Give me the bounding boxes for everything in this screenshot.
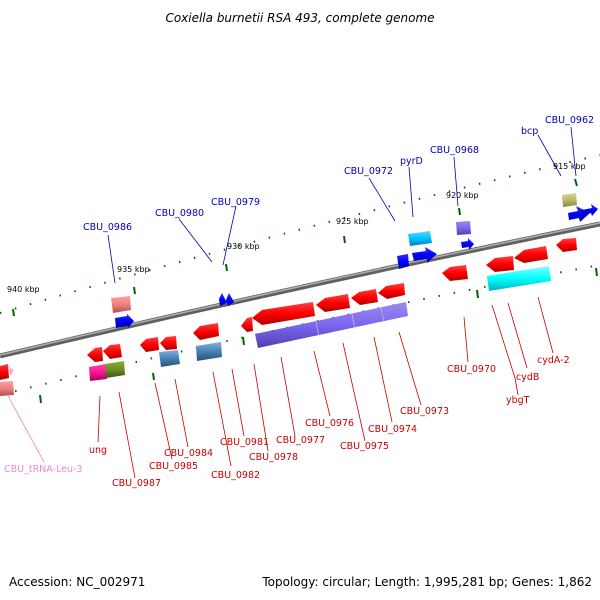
gene-feature[interactable] <box>89 364 107 381</box>
gene-label-cbu-0978[interactable]: CBU_0978 <box>249 452 298 463</box>
gene-feature[interactable] <box>140 337 159 352</box>
gene-label-cbu-0977[interactable]: CBU_0977 <box>276 435 325 446</box>
gene-feature[interactable] <box>486 256 514 272</box>
gene-feature[interactable] <box>442 265 468 281</box>
gene-feature[interactable] <box>412 247 437 263</box>
gene-feature[interactable] <box>408 231 432 246</box>
gene-feature[interactable] <box>316 294 350 312</box>
gene-feature[interactable] <box>378 283 405 299</box>
gene-feature[interactable] <box>196 342 222 361</box>
kbp-label-940: 940 kbp <box>7 285 40 294</box>
forward-leaders <box>107 126 577 284</box>
gene-label-cbu-0987[interactable]: CBU_0987 <box>112 478 161 489</box>
gene-feature[interactable] <box>556 238 577 252</box>
gene-label-cbu-0974[interactable]: CBU_0974 <box>368 424 417 435</box>
gene-label-ybgt[interactable]: ybgT <box>506 395 530 406</box>
gene-feature[interactable] <box>115 314 134 328</box>
forward-labels: CBU_0962 bcp CBU_0968 pyrD CBU_0972 CBU_… <box>83 115 594 233</box>
gene-feature[interactable] <box>456 221 471 235</box>
gene-feature[interactable] <box>514 246 548 263</box>
gene-feature[interactable] <box>241 317 253 332</box>
gene-feature[interactable] <box>103 344 122 359</box>
gene-feature[interactable] <box>0 364 9 380</box>
genome-backbone <box>0 221 600 359</box>
gene-feature[interactable] <box>160 336 177 350</box>
gene-feature[interactable] <box>193 323 219 340</box>
trna-leader <box>7 395 45 463</box>
gene-label-ung[interactable]: ung <box>89 445 107 456</box>
gene-feature[interactable] <box>582 204 598 216</box>
gene-label-cyda-2[interactable]: cydA-2 <box>537 355 570 366</box>
outer-major-ticks <box>12 178 578 317</box>
gene-label-cbu-0972[interactable]: CBU_0972 <box>344 166 393 177</box>
map-title: Coxiella burnetii RSA 493, complete geno… <box>165 11 434 25</box>
gene-feature[interactable] <box>252 302 315 325</box>
gene-label-bcp[interactable]: bcp <box>521 126 538 137</box>
topology-text: Topology: circular; Length: 1,995,281 bp… <box>261 575 592 589</box>
gene-feature[interactable] <box>219 293 227 306</box>
gene-feature[interactable] <box>111 296 131 313</box>
kbp-label-930: 930 kbp <box>227 242 260 251</box>
gene-feature[interactable] <box>0 381 14 396</box>
gene-feature[interactable] <box>226 293 234 306</box>
gene-feature[interactable] <box>87 347 103 362</box>
reverse-leaders <box>97 296 554 479</box>
gene-label-cbu-0975[interactable]: CBU_0975 <box>340 441 389 452</box>
kbp-label-925: 925 kbp <box>336 217 369 226</box>
gene-label-cbu-0981[interactable]: CBU_0981 <box>220 437 269 448</box>
gene-label-pyrd[interactable]: pyrD <box>400 156 423 167</box>
gene-label-trna-leu-3[interactable]: CBU_tRNA-Leu-3 <box>4 464 82 475</box>
gene-feature[interactable] <box>568 206 590 222</box>
gene-label-cbu-0970[interactable]: CBU_0970 <box>447 364 496 375</box>
gene-label-cbu-0962[interactable]: CBU_0962 <box>545 115 594 126</box>
gene-feature[interactable] <box>9 366 14 376</box>
gene-feature[interactable] <box>397 254 409 269</box>
gene-label-cbu-0973[interactable]: CBU_0973 <box>400 406 449 417</box>
kbp-label-935: 935 kbp <box>117 265 150 274</box>
outer-scale-arc <box>0 154 600 314</box>
reverse-genes <box>0 238 577 396</box>
gene-label-cydb[interactable]: cydB <box>516 372 539 383</box>
reverse-labels: CBU_0970 ybgT cydB cydA-2 CBU_0973 CBU_0… <box>89 355 570 489</box>
gene-feature[interactable] <box>487 266 551 291</box>
gene-feature[interactable] <box>351 289 378 305</box>
accession-text: Accession: NC_002971 <box>9 575 145 589</box>
kbp-label-920: 920 kbp <box>446 191 479 200</box>
gene-label-cbu-0968[interactable]: CBU_0968 <box>430 145 479 156</box>
genome-backbone-highlight <box>0 222 600 356</box>
gene-feature[interactable] <box>562 193 577 207</box>
gene-label-cbu-0984[interactable]: CBU_0984 <box>164 448 213 459</box>
gene-label-cbu-0985[interactable]: CBU_0985 <box>149 461 198 472</box>
gene-label-cbu-0976[interactable]: CBU_0976 <box>305 418 354 429</box>
gene-feature[interactable] <box>105 361 125 378</box>
gene-feature[interactable] <box>255 302 408 348</box>
forward-genes <box>111 193 598 328</box>
gene-label-cbu-0982[interactable]: CBU_0982 <box>211 470 260 481</box>
gene-feature[interactable] <box>159 350 180 367</box>
gene-label-cbu-0979[interactable]: CBU_0979 <box>211 197 260 208</box>
gene-label-cbu-0980[interactable]: CBU_0980 <box>155 208 204 219</box>
gene-feature[interactable] <box>461 238 474 250</box>
gene-label-cbu-0986[interactable]: CBU_0986 <box>83 222 132 233</box>
kbp-label-915: 915 kbp <box>553 162 586 171</box>
